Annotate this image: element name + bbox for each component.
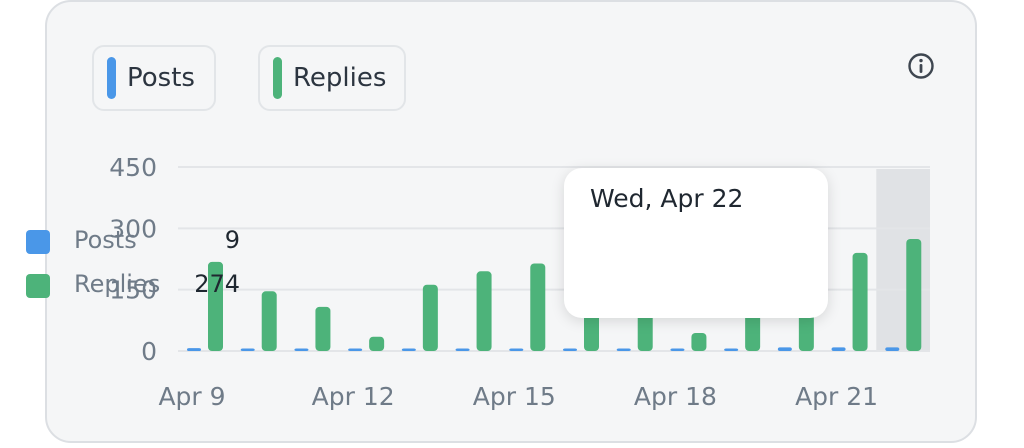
highlight-band <box>876 169 930 351</box>
bar-posts[interactable] <box>455 348 470 352</box>
legend-toggle-replies[interactable]: Replies <box>258 45 406 111</box>
tooltip-title: Wed, Apr 22 <box>590 184 744 213</box>
legend-label-replies: Replies <box>293 63 387 93</box>
bar-posts[interactable] <box>885 347 900 351</box>
bar-posts[interactable] <box>509 348 524 352</box>
bar-posts[interactable] <box>401 348 416 352</box>
x-tick-label: Apr 15 <box>473 382 556 411</box>
tooltip-posts-value: 9 <box>224 226 240 254</box>
bar-replies[interactable] <box>691 333 707 351</box>
bar-posts[interactable] <box>348 348 363 352</box>
tooltip-replies-swatch <box>26 274 50 298</box>
x-tick-label: Apr 9 <box>158 382 225 411</box>
bar-replies[interactable] <box>208 261 223 351</box>
tooltip-row-replies: Replies 274 <box>26 270 240 302</box>
tooltip-posts-swatch <box>26 230 50 254</box>
chart-tooltip: Wed, Apr 22 <box>564 168 828 318</box>
bar-posts[interactable] <box>563 348 577 352</box>
replies-swatch <box>273 57 282 99</box>
bar-posts[interactable] <box>616 348 631 352</box>
posts-swatch <box>107 57 116 99</box>
bar-posts[interactable] <box>777 347 792 351</box>
y-tick-label: 300 <box>109 214 157 243</box>
bar-replies[interactable] <box>906 238 922 351</box>
legend-label-posts: Posts <box>127 63 195 93</box>
bar-replies[interactable] <box>852 252 868 351</box>
bar-replies[interactable] <box>261 291 277 351</box>
bar-posts[interactable] <box>294 348 309 352</box>
tooltip-replies-value: 274 <box>194 270 240 298</box>
bar-posts[interactable] <box>831 347 846 351</box>
info-circle-icon[interactable] <box>907 52 935 80</box>
x-tick-label: Apr 12 <box>312 382 395 411</box>
x-tick-label: Apr 18 <box>634 382 717 411</box>
bar-posts[interactable] <box>724 348 739 352</box>
bar-posts[interactable] <box>670 348 685 352</box>
bar-replies[interactable] <box>315 306 331 351</box>
tooltip-row-posts: Posts 9 <box>26 226 240 258</box>
bar-replies[interactable] <box>476 271 492 351</box>
tooltip-posts-name: Posts <box>74 226 137 254</box>
y-tick-label: 450 <box>109 153 157 182</box>
bar-replies[interactable] <box>422 284 438 351</box>
legend-toggle-posts[interactable]: Posts <box>92 45 216 111</box>
bar-replies[interactable] <box>369 336 385 351</box>
y-tick-label: 0 <box>141 337 157 366</box>
y-tick-label: 150 <box>109 276 157 305</box>
x-tick-label: Apr 21 <box>795 382 878 411</box>
bar-replies[interactable] <box>530 263 546 351</box>
bar-posts[interactable] <box>187 348 201 351</box>
bar-posts[interactable] <box>240 348 255 352</box>
tooltip-replies-name: Replies <box>74 270 161 298</box>
